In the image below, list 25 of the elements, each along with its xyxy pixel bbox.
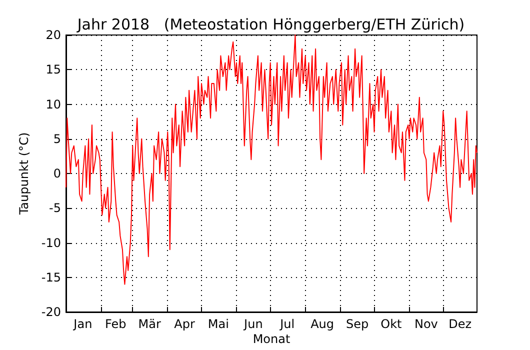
x-tick-label: Apr <box>174 317 195 331</box>
y-tick-label: 20 <box>46 28 61 42</box>
x-tick-label: Okt <box>380 317 402 331</box>
y-axis-title: Taupunkt (°C) <box>17 132 31 216</box>
x-tick-label: Feb <box>105 317 126 331</box>
y-tick-label: -10 <box>41 236 61 250</box>
x-tick-label: Jun <box>243 317 263 331</box>
x-tick-label: Sep <box>346 317 369 331</box>
y-tick-label: -20 <box>41 305 61 319</box>
x-tick-label: Nov <box>414 317 438 331</box>
y-tick-label: 0 <box>53 166 61 180</box>
y-tick-label: -5 <box>49 201 61 216</box>
x-tick-label: Jan <box>72 317 92 331</box>
line-series <box>66 34 478 285</box>
x-tick-label: Jul <box>279 317 295 331</box>
x-tick-label: Mai <box>208 317 229 331</box>
x-tick-label: Aug <box>310 317 334 331</box>
chart-title: Jahr 2018 (Meteostation Hönggerberg/ETH Zürich) <box>76 16 465 34</box>
y-tick-label: -15 <box>41 270 61 284</box>
y-tick-label: 10 <box>46 97 61 112</box>
x-tick-label: Dez <box>448 317 472 331</box>
x-axis-title: Monat <box>252 332 290 346</box>
x-tick-label: Mär <box>138 317 161 331</box>
y-tick-label: 15 <box>46 62 61 77</box>
y-tick-label: 5 <box>53 132 61 146</box>
